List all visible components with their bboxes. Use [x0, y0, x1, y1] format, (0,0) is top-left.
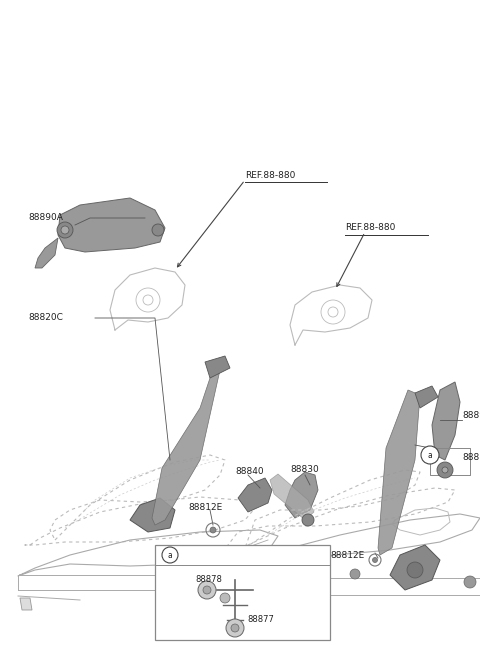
Text: 88812E: 88812E [188, 503, 222, 512]
Polygon shape [270, 474, 314, 520]
Text: 88877: 88877 [247, 616, 274, 625]
Circle shape [220, 593, 230, 603]
Circle shape [302, 514, 314, 526]
Text: 88830: 88830 [290, 466, 319, 474]
Text: REF.88-880: REF.88-880 [245, 171, 295, 179]
Polygon shape [390, 545, 440, 590]
Circle shape [421, 446, 439, 464]
Circle shape [210, 527, 216, 533]
Text: 88812E: 88812E [330, 551, 364, 560]
Text: 88840: 88840 [235, 468, 264, 476]
Circle shape [464, 576, 476, 588]
Circle shape [152, 224, 164, 236]
Circle shape [231, 624, 239, 632]
Circle shape [350, 569, 360, 579]
Text: 88820C: 88820C [28, 313, 63, 323]
Text: 88878: 88878 [195, 576, 222, 585]
Text: a: a [428, 451, 432, 459]
Polygon shape [152, 363, 220, 525]
Polygon shape [238, 478, 272, 512]
Circle shape [198, 581, 216, 599]
Polygon shape [58, 198, 165, 252]
Circle shape [442, 467, 448, 473]
Circle shape [61, 226, 69, 234]
Polygon shape [130, 498, 175, 532]
Polygon shape [415, 386, 438, 408]
Polygon shape [378, 390, 420, 555]
Circle shape [226, 619, 244, 637]
FancyBboxPatch shape [155, 545, 330, 640]
Polygon shape [35, 238, 58, 268]
Circle shape [203, 586, 211, 594]
Polygon shape [205, 356, 230, 378]
Polygon shape [285, 472, 318, 518]
Circle shape [162, 547, 178, 563]
Circle shape [437, 462, 453, 478]
Text: a: a [168, 551, 172, 560]
Text: 88890A: 88890A [28, 214, 63, 223]
Polygon shape [20, 598, 32, 610]
Circle shape [372, 558, 377, 562]
Text: 88810C: 88810C [462, 453, 480, 463]
Circle shape [57, 222, 73, 238]
Circle shape [407, 562, 423, 578]
Polygon shape [432, 382, 460, 460]
Text: 88890A: 88890A [462, 411, 480, 420]
Text: REF.88-880: REF.88-880 [345, 223, 396, 233]
